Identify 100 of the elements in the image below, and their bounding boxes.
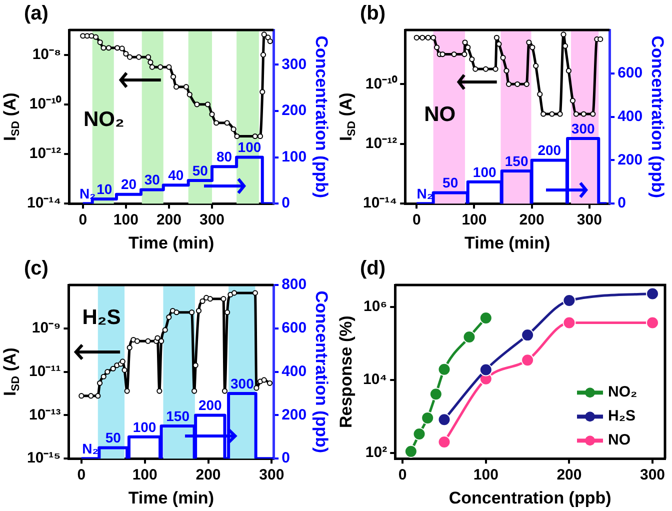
point bbox=[220, 296, 226, 302]
point bbox=[88, 33, 94, 39]
x-tick-label: 0 bbox=[412, 212, 421, 229]
data-label: 80 bbox=[216, 148, 232, 164]
data-label: 30 bbox=[144, 172, 160, 188]
point bbox=[590, 111, 596, 117]
point bbox=[158, 64, 164, 70]
point bbox=[162, 327, 168, 333]
point bbox=[257, 133, 264, 140]
point bbox=[438, 413, 451, 426]
data-label: N₂ bbox=[416, 185, 434, 202]
point bbox=[438, 435, 451, 448]
point bbox=[110, 366, 116, 372]
point bbox=[425, 34, 431, 40]
y-tick-label: 10⁻¹² bbox=[365, 135, 398, 152]
point bbox=[438, 362, 451, 376]
y-axis-title: ISD (A) bbox=[0, 92, 22, 141]
y2-axis-title: Concentration (ppb) bbox=[312, 290, 332, 454]
x-axis-title: Time (min) bbox=[128, 488, 214, 508]
data-label: 100 bbox=[472, 164, 496, 180]
point bbox=[148, 59, 154, 66]
y-tick-label: 10² bbox=[365, 444, 388, 462]
point bbox=[504, 68, 510, 74]
x-tick-label: 300 bbox=[200, 212, 225, 229]
y2-tick-label: 600 bbox=[618, 64, 643, 82]
data-label: 150 bbox=[504, 152, 528, 169]
x-tick-label: 0 bbox=[398, 466, 407, 484]
chart-title: (b) bbox=[360, 2, 386, 25]
point bbox=[560, 32, 566, 38]
x-tick-label: 300 bbox=[259, 466, 284, 484]
point bbox=[540, 111, 546, 117]
point bbox=[421, 411, 434, 424]
y-tick-label: 10⁻¹⁴ bbox=[362, 194, 398, 212]
point bbox=[580, 111, 586, 117]
point bbox=[254, 385, 260, 391]
point bbox=[472, 66, 478, 72]
y2-tick-label: 600 bbox=[282, 320, 307, 337]
x-tick-label: 300 bbox=[576, 212, 602, 229]
point bbox=[549, 111, 555, 117]
point bbox=[462, 51, 468, 58]
annotation: H₂S bbox=[82, 306, 121, 329]
point bbox=[174, 310, 180, 316]
point bbox=[646, 316, 660, 330]
x-tick-label: 200 bbox=[556, 466, 582, 484]
point bbox=[260, 89, 266, 95]
point bbox=[469, 56, 475, 62]
point bbox=[562, 294, 576, 308]
point bbox=[646, 287, 660, 300]
x-axis-title: Time (min) bbox=[128, 233, 214, 252]
point bbox=[252, 290, 258, 296]
y-axis-title: Response (%) bbox=[336, 316, 356, 428]
x-tick-label: 200 bbox=[519, 212, 544, 229]
point bbox=[224, 120, 230, 126]
point bbox=[196, 308, 202, 314]
point bbox=[514, 81, 520, 87]
point bbox=[500, 54, 506, 60]
y2-tick-label: 400 bbox=[282, 362, 307, 380]
point bbox=[533, 63, 539, 69]
point bbox=[261, 377, 267, 383]
point bbox=[100, 374, 106, 380]
point bbox=[123, 50, 129, 57]
point bbox=[214, 120, 220, 126]
point bbox=[104, 369, 110, 375]
x-tick-label: 100 bbox=[132, 466, 158, 484]
point bbox=[570, 98, 576, 104]
data-label: 300 bbox=[571, 120, 595, 136]
point bbox=[120, 358, 126, 364]
data-label: N₂ bbox=[82, 440, 98, 456]
point bbox=[119, 46, 125, 52]
point bbox=[207, 296, 213, 302]
y2-axis-title: Concentration (ppb) bbox=[648, 36, 668, 198]
point bbox=[562, 316, 576, 330]
x-tick-label: 100 bbox=[113, 212, 138, 229]
data-label: 50 bbox=[442, 174, 458, 191]
point bbox=[479, 363, 492, 376]
legend-label: NO bbox=[608, 432, 631, 449]
point bbox=[537, 91, 543, 98]
y2-tick-label: 0 bbox=[618, 194, 626, 212]
point bbox=[231, 290, 238, 296]
point bbox=[183, 84, 189, 90]
point bbox=[234, 133, 240, 140]
point bbox=[521, 328, 534, 342]
point bbox=[479, 311, 492, 324]
point bbox=[222, 388, 228, 394]
chart-title: (a) bbox=[24, 2, 48, 25]
data-label: 20 bbox=[120, 176, 137, 192]
point bbox=[100, 45, 106, 51]
x-axis-title: Time (min) bbox=[464, 233, 550, 252]
data-label: 40 bbox=[168, 166, 184, 183]
y-tick-label: 10⁻¹⁴ bbox=[26, 194, 62, 212]
point bbox=[78, 393, 84, 399]
y-tick-label: 10⁻⁸ bbox=[32, 46, 62, 63]
point bbox=[173, 84, 180, 90]
chart-title: (c) bbox=[24, 258, 48, 280]
x-tick-label: 100 bbox=[462, 212, 487, 229]
data-label: 200 bbox=[198, 397, 222, 414]
data-label: 150 bbox=[166, 408, 190, 424]
legend-label: H₂S bbox=[608, 408, 636, 425]
point bbox=[230, 126, 236, 132]
point bbox=[266, 380, 273, 386]
